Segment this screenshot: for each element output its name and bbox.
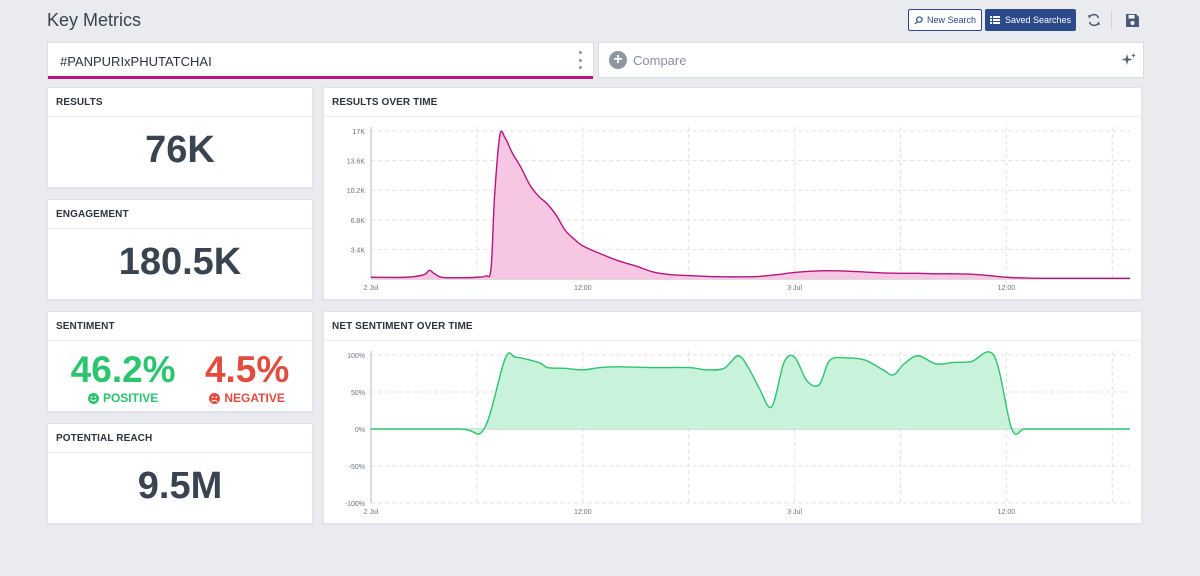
refresh-icon bbox=[1088, 13, 1100, 27]
sentiment-card: SENTIMENT 46.2% POSITIVE 4.5% NEGATIVE bbox=[47, 311, 313, 412]
results-over-time-chart: 3.4K 6.8K 10.2K 13.6K 17K 2 Jul 12:00 3 Jul 12:0… bbox=[347, 127, 1130, 292]
net-sentiment-over-time-card: NET SENTIMENT OVER TIME -100% -50% 0% 50% 10… bbox=[323, 311, 1142, 524]
frown-icon bbox=[209, 392, 221, 404]
positive-percent: 46.2% bbox=[70, 349, 176, 390]
list-icon bbox=[989, 16, 1000, 24]
smile-icon bbox=[87, 392, 99, 404]
engagement-title: ENGAGEMENT bbox=[48, 200, 312, 229]
compare-label: Compare bbox=[633, 53, 687, 68]
results-chart-x-tick-label: 3 Jul bbox=[787, 285, 802, 292]
reach-card: POTENTIAL REACH 9.5M bbox=[47, 423, 313, 524]
results-chart-title: RESULTS OVER TIME bbox=[324, 88, 1141, 117]
toolbar-divider bbox=[1111, 10, 1112, 30]
saved-searches-label: Saved Searches bbox=[1004, 15, 1072, 25]
sentiment-chart-y-tick-label: 0% bbox=[355, 427, 365, 434]
reach-value: 9.5M bbox=[137, 465, 223, 507]
sentiment-chart-area-fill bbox=[371, 351, 1130, 435]
results-card: RESULTS 76K bbox=[47, 87, 313, 188]
sentiment-chart-title: NET SENTIMENT OVER TIME bbox=[324, 312, 1141, 341]
save-button[interactable] bbox=[1122, 10, 1142, 30]
results-chart-x-tick-label: 12:00 bbox=[574, 285, 592, 292]
query-text[interactable]: #PANPURIxPHUTATCHAI bbox=[60, 54, 212, 69]
positive-label: POSITIVE bbox=[102, 391, 159, 405]
results-over-time-card: RESULTS OVER TIME 3.4K 6.8K 10.2K 13.6K 17K 2… bbox=[323, 87, 1142, 300]
new-search-button[interactable]: New Search bbox=[908, 9, 982, 31]
sentiment-chart-x-tick-label: 2 Jul bbox=[364, 509, 379, 516]
sentiment-title: SENTIMENT bbox=[48, 312, 312, 341]
results-chart-area-fill bbox=[371, 131, 1130, 279]
results-chart-x-tick-label: 12:00 bbox=[998, 285, 1016, 292]
query-box[interactable]: #PANPURIxPHUTATCHAI bbox=[47, 42, 594, 79]
page-title: Key Metrics bbox=[47, 10, 142, 30]
engagement-value: 180.5K bbox=[118, 241, 242, 283]
results-chart-series-line bbox=[370, 130, 1130, 280]
sentiment-chart-x-tick-label: 12:00 bbox=[574, 509, 592, 516]
refresh-button[interactable] bbox=[1084, 10, 1104, 30]
sentiment-chart-y-tick-label: -50% bbox=[349, 464, 365, 471]
search-icon bbox=[914, 15, 923, 25]
sparkle-icon[interactable] bbox=[1121, 52, 1137, 68]
compare-box[interactable]: + Compare bbox=[598, 42, 1144, 78]
sentiment-chart-x-tick-label: 12:00 bbox=[998, 509, 1016, 516]
results-chart-y-tick-label: 6.8K bbox=[351, 218, 366, 225]
query-menu-icon[interactable] bbox=[575, 51, 585, 69]
results-chart-x-tick-label: 2 Jul bbox=[364, 285, 379, 292]
results-chart-y-tick-label: 10.2K bbox=[347, 188, 366, 195]
reach-title: POTENTIAL REACH bbox=[48, 424, 312, 453]
sentiment-chart-y-tick-label: 50% bbox=[351, 390, 365, 397]
sentiment-chart-y-tick-label: 100% bbox=[347, 353, 365, 360]
results-title: RESULTS bbox=[48, 88, 312, 117]
negative-percent: 4.5% bbox=[204, 349, 290, 390]
net-sentiment-over-time-chart: -100% -50% 0% 50% 100% 2 Jul 12:00 3 Jul 12:00 bbox=[345, 351, 1130, 516]
results-chart-y-tick-label: 13.6K bbox=[347, 159, 366, 166]
add-compare-icon[interactable]: + bbox=[609, 51, 627, 69]
floppy-disk-icon bbox=[1125, 13, 1139, 27]
sentiment-chart-series-line bbox=[370, 351, 1130, 436]
negative-label: NEGATIVE bbox=[224, 391, 285, 405]
saved-searches-button[interactable]: Saved Searches bbox=[985, 9, 1076, 31]
engagement-card: ENGAGEMENT 180.5K bbox=[47, 199, 313, 300]
new-search-label: New Search bbox=[926, 15, 977, 25]
sentiment-chart-x-tick-label: 3 Jul bbox=[787, 509, 802, 516]
results-value: 76K bbox=[145, 129, 215, 171]
results-chart-y-tick-label: 3.4K bbox=[351, 247, 366, 254]
sentiment-chart-y-tick-label: -100% bbox=[345, 501, 365, 508]
results-chart-y-tick-label: 17K bbox=[353, 129, 366, 136]
